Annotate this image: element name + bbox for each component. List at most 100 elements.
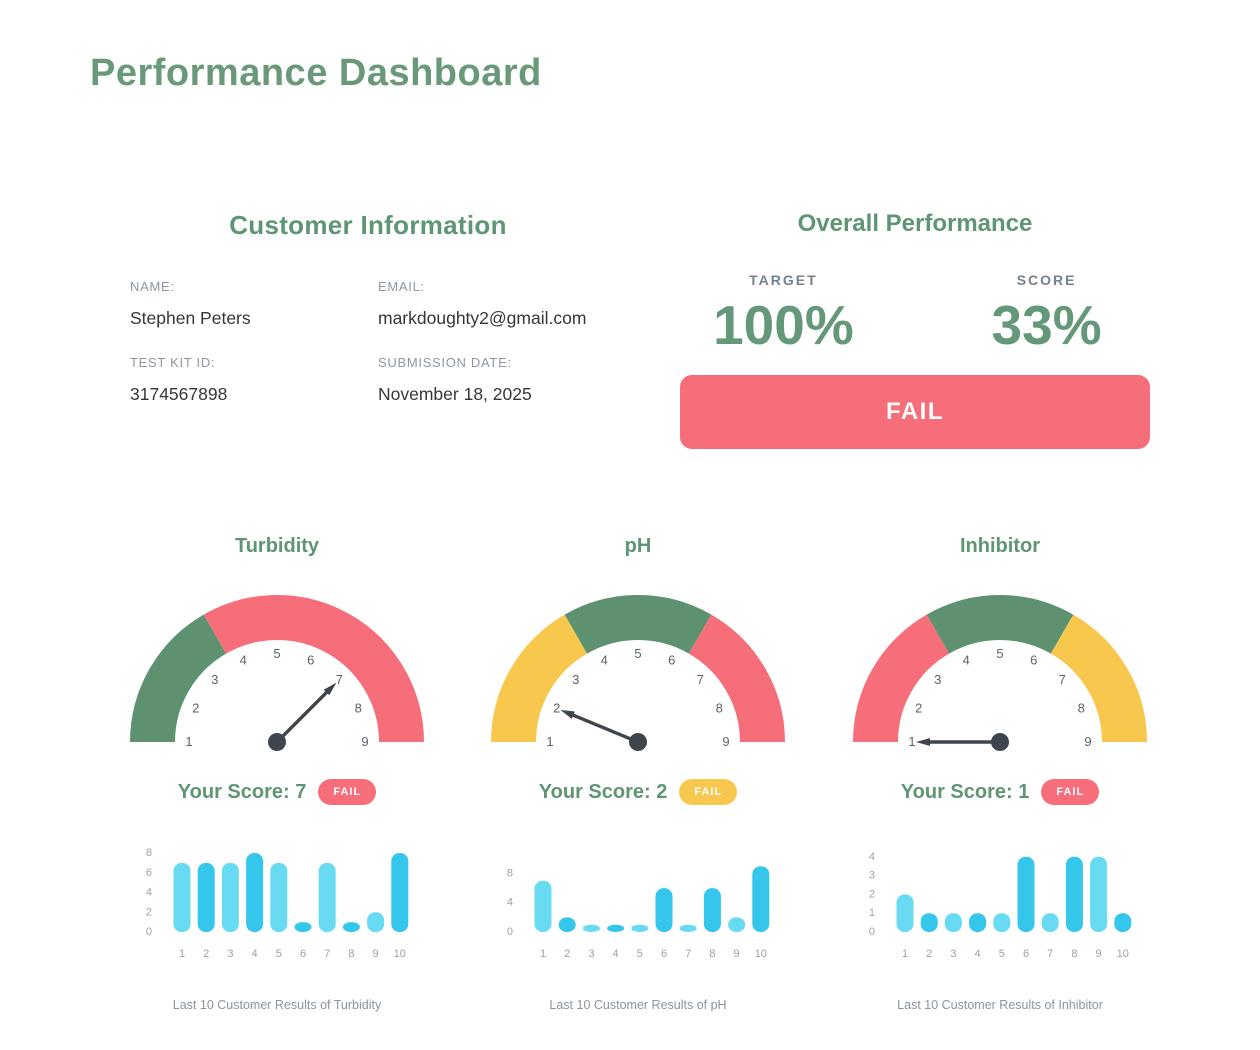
svg-text:7: 7 [324,948,330,960]
svg-text:5: 5 [996,646,1003,661]
svg-text:1: 1 [540,948,546,960]
svg-text:2: 2 [869,888,875,900]
svg-text:7: 7 [1047,948,1053,960]
svg-text:9: 9 [1096,948,1102,960]
svg-text:8: 8 [507,868,513,880]
svg-text:8: 8 [709,948,715,960]
field-email: EMAIL: markdoughty2@gmail.com [378,279,606,329]
svg-text:2: 2 [203,948,209,960]
svg-text:9: 9 [373,948,379,960]
svg-text:5: 5 [637,948,643,960]
svg-text:3: 3 [588,948,594,960]
svg-text:1: 1 [869,907,875,919]
svg-text:3: 3 [869,870,875,882]
svg-text:6: 6 [307,653,314,668]
svg-text:5: 5 [634,646,641,661]
svg-text:10: 10 [394,948,406,960]
svg-text:8: 8 [1078,700,1085,715]
svg-text:6: 6 [1023,948,1029,960]
gauge-score-text: Your Score: 7 [177,780,307,803]
score-row-turbidity: Your Score: 7 FAIL [122,779,432,805]
score-row-inhibitor: Your Score: 1 FAIL [845,779,1155,805]
svg-text:9: 9 [722,734,729,749]
gauge-score-text: Your Score: 1 [900,780,1030,803]
svg-text:4: 4 [146,887,152,899]
chart-caption-turbidity: Last 10 Customer Results of Turbidity [172,998,382,1012]
customer-info-heading: Customer Information [229,210,507,240]
svg-text:7: 7 [697,672,704,687]
target-block: TARGET 100% [680,272,887,353]
svg-text:6: 6 [300,948,306,960]
target-value: 100% [713,294,854,356]
overall-status-banner: FAIL [680,375,1150,449]
svg-text:8: 8 [146,847,152,859]
score-block: SCORE 33% [943,272,1150,353]
svg-text:1: 1 [546,734,553,749]
bar-chart-inhibitor: 0 1 2 3 4 1 2 3 4 5 6 7 8 9 10 [845,840,1155,970]
target-label: TARGET [749,272,818,288]
submission-date-value: November 18, 2025 [378,384,532,404]
svg-text:4: 4 [963,653,970,668]
svg-text:5: 5 [999,948,1005,960]
email-label: EMAIL: [378,279,425,294]
svg-text:4: 4 [869,851,875,863]
svg-text:8: 8 [348,948,354,960]
svg-text:8: 8 [716,700,723,715]
customer-fields: NAME: Stephen Peters EMAIL: markdoughty2… [130,279,606,405]
gauge-title-inhibitor: Inhibitor [960,535,1040,557]
customer-info-section: Customer Information NAME: Stephen Peter… [130,210,606,405]
svg-text:1: 1 [908,734,915,749]
test-kit-id-value: 3174567898 [130,384,228,404]
svg-text:4: 4 [507,897,513,909]
svg-text:4: 4 [601,653,608,668]
gauge-title-turbidity: Turbidity [234,535,320,557]
svg-text:2: 2 [915,700,922,715]
name-value: Stephen Peters [130,308,251,328]
overall-performance-heading: Overall Performance [797,210,1033,237]
svg-text:6: 6 [661,948,667,960]
svg-text:6: 6 [1030,653,1037,668]
svg-text:9: 9 [734,948,740,960]
gauge-title-ph: pH [624,535,652,557]
svg-text:2: 2 [146,906,152,918]
svg-text:6: 6 [668,653,675,668]
svg-text:2: 2 [192,700,199,715]
bar-chart-block-inhibitor: 0 1 2 3 4 1 2 3 4 5 6 7 8 9 10 Last 10 Customer Result… [845,840,1155,1012]
svg-text:9: 9 [1084,734,1091,749]
svg-text:3: 3 [934,672,941,687]
bar-chart-block-ph: 0 4 8 1 2 3 4 5 6 7 8 9 10 Last 10 Customer Results … [483,840,793,1012]
svg-text:4: 4 [613,948,619,960]
svg-text:3: 3 [950,948,956,960]
email-value: markdoughty2@gmail.com [378,308,587,328]
svg-text:3: 3 [227,948,233,960]
field-test-kit-id: TEST KIT ID: 3174567898 [130,355,378,405]
svg-text:0: 0 [869,926,875,938]
score-value: 33% [991,294,1102,356]
bar-chart-turbidity: 0 2 4 6 8 1 2 3 4 5 6 7 8 9 10 [122,840,432,970]
svg-text:1: 1 [185,734,192,749]
svg-text:2: 2 [553,700,560,715]
svg-text:7: 7 [336,672,343,687]
svg-text:3: 3 [211,672,218,687]
gauge-score-text: Your Score: 2 [538,780,668,803]
svg-text:8: 8 [1071,948,1077,960]
svg-text:10: 10 [755,948,767,960]
svg-text:5: 5 [273,646,280,661]
test-kit-id-label: TEST KIT ID: [130,355,216,370]
svg-text:4: 4 [240,653,247,668]
svg-text:10: 10 [1117,948,1129,960]
svg-text:6: 6 [146,867,152,879]
field-submission-date: SUBMISSION DATE: November 18, 2025 [378,355,606,405]
svg-text:2: 2 [926,948,932,960]
name-label: NAME: [130,279,175,294]
bar-chart-ph: 0 4 8 1 2 3 4 5 6 7 8 9 10 [483,840,793,970]
chart-caption-ph: Last 10 Customer Results of pH [549,998,727,1012]
svg-text:7: 7 [1059,672,1066,687]
